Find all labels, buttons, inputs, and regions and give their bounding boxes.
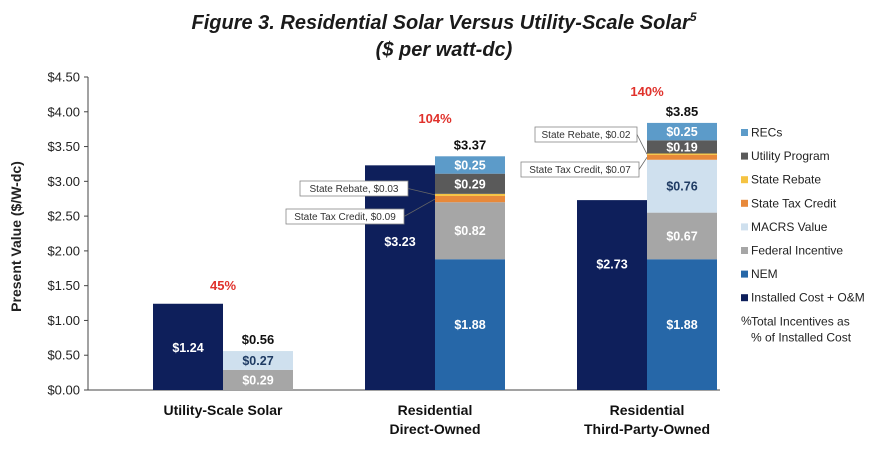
bar-installed-cost bbox=[153, 303, 223, 390]
bar-segment-label: $0.82 bbox=[454, 224, 485, 238]
y-tick-label: $3.00 bbox=[47, 174, 80, 189]
y-tick-label: $0.00 bbox=[47, 383, 80, 398]
legend-swatch bbox=[741, 247, 748, 254]
bar-segment-utility-program bbox=[435, 173, 505, 194]
legend-label: MACRS Value bbox=[751, 220, 828, 234]
legend-percent-note: % of Installed Cost bbox=[751, 330, 852, 344]
legend-label: RECs bbox=[751, 126, 782, 140]
y-tick-label: $2.00 bbox=[47, 243, 80, 258]
bar-installed-cost-label: $1.24 bbox=[172, 341, 203, 355]
bar-segment-federal-incentive bbox=[435, 202, 505, 260]
bar-segment-macrs-value bbox=[647, 159, 717, 213]
x-category-label: Utility-Scale Solar bbox=[163, 402, 283, 418]
bar-segment-macrs-value bbox=[223, 351, 293, 370]
title-superscript: 5 bbox=[690, 10, 697, 24]
bar-installed-cost bbox=[365, 165, 435, 390]
incentive-percent-label: 104% bbox=[418, 111, 452, 126]
bar-installed-cost-label: $3.23 bbox=[384, 235, 415, 249]
callout-label: State Tax Credit, $0.09 bbox=[294, 212, 396, 223]
legend-swatch bbox=[741, 199, 748, 207]
bar-installed-cost bbox=[577, 200, 647, 390]
legend-label: Federal Incentive bbox=[751, 244, 843, 258]
bar-segment-label: $0.76 bbox=[666, 180, 697, 194]
legend-swatch bbox=[741, 152, 748, 160]
legend-percent-note: Total Incentives as bbox=[751, 314, 850, 328]
x-category-label: Direct-Owned bbox=[389, 421, 480, 437]
y-tick-label: $1.00 bbox=[47, 313, 80, 328]
legend-label: NEM bbox=[751, 267, 778, 281]
legend-swatch bbox=[741, 176, 748, 184]
x-category-label: Residential bbox=[398, 402, 473, 418]
bar-segment-label: $0.67 bbox=[666, 229, 697, 243]
legend-label: State Rebate bbox=[751, 173, 821, 187]
legend-label: State Tax Credit bbox=[751, 196, 837, 210]
chart-title-line2: ($ per watt-dc) bbox=[376, 39, 513, 61]
callout-leader bbox=[403, 198, 436, 217]
legend-swatch bbox=[741, 129, 748, 136]
bar-segment-label: $0.29 bbox=[242, 373, 273, 387]
callout-leader bbox=[636, 134, 648, 155]
y-tick-label: $1.50 bbox=[47, 278, 80, 293]
legend-percent-symbol: % bbox=[741, 314, 752, 328]
bar-segment-state-rebate bbox=[647, 153, 717, 155]
bar-segment-state-tax-credit bbox=[435, 195, 505, 203]
bar-segment-label: $0.27 bbox=[242, 354, 273, 368]
bar-segment-federal-incentive bbox=[223, 369, 293, 390]
bar-total-label: $3.37 bbox=[454, 137, 487, 152]
bar-segment-recs bbox=[647, 122, 717, 141]
bar-segment-recs bbox=[435, 156, 505, 174]
bar-segment-label: $1.88 bbox=[666, 318, 697, 332]
bar-total-label: $0.56 bbox=[242, 332, 275, 347]
legend-swatch bbox=[741, 294, 748, 302]
bar-installed-cost-label: $2.73 bbox=[596, 257, 627, 271]
x-category-label: Third-Party-Owned bbox=[584, 421, 710, 437]
legend-label: Utility Program bbox=[751, 149, 830, 163]
callout-label: State Tax Credit, $0.07 bbox=[529, 165, 631, 176]
plot-area: $0.00 $0.50 $1.00 $1.50 $2.00 $2.50 $3.00 $3.50… bbox=[8, 70, 720, 437]
bar-segment-nem bbox=[647, 259, 717, 390]
legend-label: Installed Cost + O&M bbox=[751, 291, 865, 305]
bar-segment-nem bbox=[435, 259, 505, 390]
callout-label: State Rebate, $0.02 bbox=[542, 130, 631, 141]
y-tick-label: $4.50 bbox=[47, 70, 80, 85]
bar-segment-label: $0.29 bbox=[454, 177, 485, 191]
chart-title-line1: Figure 3. Residential Solar Versus Utili… bbox=[191, 10, 696, 34]
incentive-percent-label: 140% bbox=[630, 84, 664, 99]
bar-segment-federal-incentive bbox=[647, 212, 717, 260]
bar-segment-label: $0.19 bbox=[666, 140, 697, 154]
callout-leader bbox=[407, 188, 436, 196]
bar-segment-label: $1.88 bbox=[454, 318, 485, 332]
bar-segment-state-rebate bbox=[435, 193, 505, 196]
callout-label: State Rebate, $0.03 bbox=[310, 184, 399, 195]
legend: RECs Utility Program State Rebate State Tax… bbox=[741, 126, 865, 344]
y-tick-label: $3.50 bbox=[47, 139, 80, 154]
y-tick-label: $0.50 bbox=[47, 348, 80, 363]
bar-total-label: $3.85 bbox=[666, 104, 699, 119]
y-axis-title: Present Value ($/W-dc) bbox=[8, 161, 24, 312]
y-tick-label: $4.00 bbox=[47, 104, 80, 119]
x-category-label: Residential bbox=[610, 402, 685, 418]
bar-segment-label: $0.25 bbox=[666, 125, 697, 139]
callout-leader bbox=[638, 157, 648, 170]
bar-segment-state-tax-credit bbox=[647, 154, 717, 160]
y-tick-label: $2.50 bbox=[47, 209, 80, 224]
legend-swatch bbox=[741, 223, 748, 231]
bar-segment-utility-program bbox=[647, 140, 717, 154]
legend-swatch bbox=[741, 270, 748, 278]
bar-segment-label: $0.25 bbox=[454, 158, 485, 172]
incentive-percent-label: 45% bbox=[210, 278, 236, 293]
